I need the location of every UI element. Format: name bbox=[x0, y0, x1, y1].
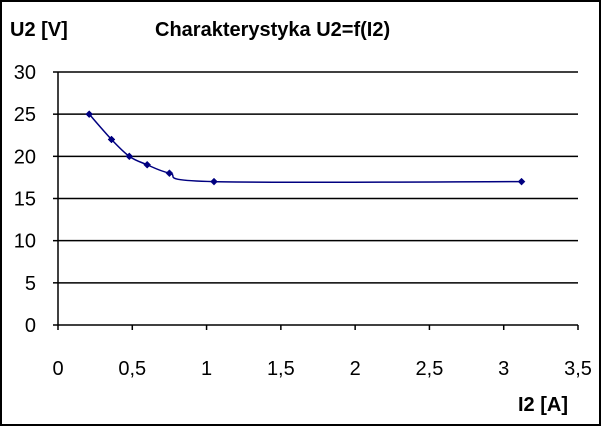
x-tick-label: 2,5 bbox=[416, 358, 444, 380]
x-tick-label: 0,5 bbox=[118, 358, 146, 380]
y-tick-label: 15 bbox=[14, 189, 36, 211]
data-point-6 bbox=[517, 177, 526, 186]
y-tick-label: 30 bbox=[14, 62, 36, 84]
data-point-0 bbox=[85, 110, 94, 119]
data-point-2 bbox=[125, 152, 134, 161]
y-axis-label: U2 [V] bbox=[10, 19, 68, 41]
chart-title: Charakterystyka U2=f(I2) bbox=[155, 19, 390, 41]
data-point-1 bbox=[107, 135, 116, 144]
data-point-3 bbox=[143, 160, 151, 169]
x-tick-label: 3,5 bbox=[564, 358, 592, 380]
series-line-0 bbox=[88, 113, 522, 184]
x-tick-label: 2 bbox=[350, 358, 361, 380]
data-point-4 bbox=[165, 169, 174, 178]
x-axis-label: I2 [A] bbox=[518, 394, 568, 416]
series-group bbox=[85, 110, 526, 186]
x-tick-label: 0 bbox=[52, 358, 63, 380]
y-tick-label: 25 bbox=[14, 104, 36, 126]
y-tick-label: 10 bbox=[14, 231, 36, 253]
y-tick-label: 0 bbox=[25, 315, 36, 337]
y-tick-label: 20 bbox=[14, 146, 36, 168]
data-point-5 bbox=[210, 177, 218, 186]
gridlines bbox=[58, 71, 578, 284]
x-tick-label: 1 bbox=[201, 358, 212, 380]
x-tick-label: 3 bbox=[498, 358, 509, 380]
x-tick-label: 1,5 bbox=[267, 358, 295, 380]
axes: 0 5 10 15 20 25 30 0 0,5 1 1,5 2 2,5 3 3,5 bbox=[14, 62, 592, 380]
y-tick-label: 5 bbox=[25, 273, 36, 295]
